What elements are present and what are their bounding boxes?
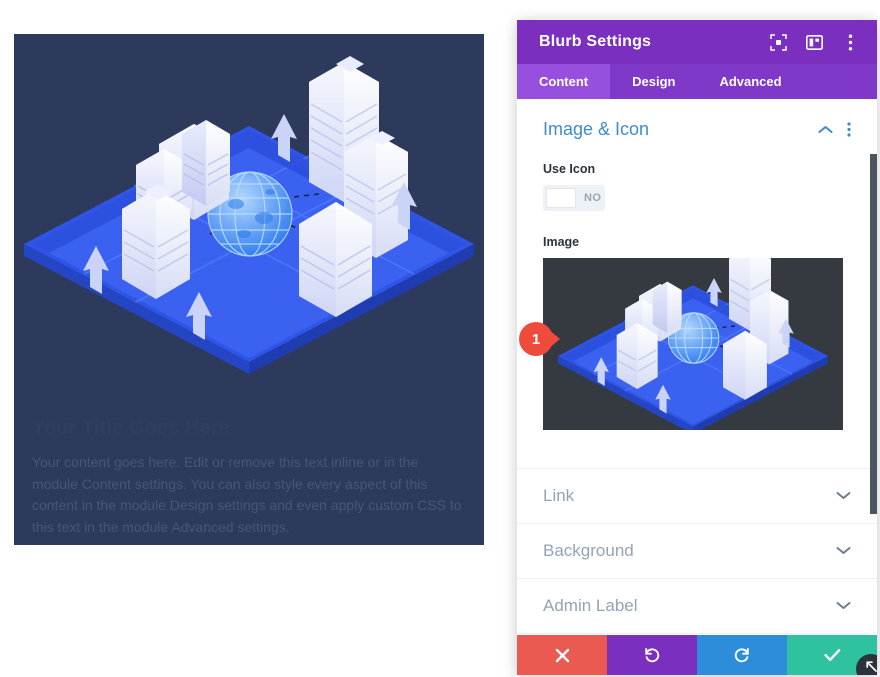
blurb-module-preview[interactable]: Your Title Goes Here Your content goes h…: [14, 34, 484, 545]
image-preview-thumbnail[interactable]: [543, 258, 843, 430]
close-icon: [555, 648, 570, 663]
tab-content[interactable]: Content: [517, 64, 611, 99]
field-image: Image: [543, 235, 851, 430]
step-marker-1: 1: [519, 322, 561, 356]
toggle-value: NO: [584, 192, 602, 204]
panel-footer: [517, 635, 877, 675]
redo-icon: [733, 646, 751, 664]
layout-icon[interactable]: [805, 33, 823, 51]
tab-advanced[interactable]: Advanced: [719, 74, 782, 89]
panel-title: Blurb Settings: [539, 33, 652, 50]
chevron-down-icon[interactable]: [836, 487, 851, 505]
more-vertical-icon[interactable]: [841, 33, 859, 51]
chevron-down-icon[interactable]: [836, 597, 851, 615]
undo-button[interactable]: [607, 635, 697, 675]
blurb-settings-modal: Blurb Settings: [517, 20, 877, 675]
blurb-image[interactable]: [14, 34, 484, 386]
section-background-label: Background: [543, 541, 634, 560]
panel-body: Image & Icon: [517, 99, 877, 635]
collapsed-sections: Link Background: [517, 468, 877, 634]
section-title: Image & Icon: [543, 119, 650, 139]
section-background[interactable]: Background: [517, 524, 877, 579]
focus-icon[interactable]: [769, 33, 787, 51]
resize-handle[interactable]: [856, 654, 877, 675]
cancel-button[interactable]: [517, 635, 607, 675]
check-icon: [823, 648, 841, 662]
section-link-label: Link: [543, 486, 575, 505]
section-admin-label-label: Admin Label: [543, 596, 638, 615]
section-header: Image & Icon: [543, 119, 851, 140]
blurb-text-block: Your Title Goes Here Your content goes h…: [14, 386, 484, 539]
undo-icon: [643, 646, 661, 664]
redo-button[interactable]: [697, 635, 787, 675]
use-icon-label: Use Icon: [543, 162, 596, 176]
section-link[interactable]: Link: [517, 469, 877, 524]
chevron-up-icon[interactable]: [818, 125, 833, 134]
section-image-and-icon: Image & Icon: [517, 99, 877, 430]
step-marker-number: 1: [531, 330, 541, 348]
use-icon-toggle[interactable]: NO: [543, 185, 605, 211]
tab-design[interactable]: Design: [632, 74, 676, 89]
section-admin-label[interactable]: Admin Label: [517, 579, 877, 634]
toggle-knob: [546, 188, 576, 208]
resize-diagonal-icon: [865, 660, 878, 675]
section-header-icons: [818, 122, 851, 137]
blurb-title: Your Title Goes Here: [32, 417, 230, 439]
blurb-body: Your content goes here. Edit or remove t…: [32, 454, 462, 536]
section-more-vertical-icon[interactable]: [847, 122, 851, 137]
chevron-down-icon[interactable]: [836, 542, 851, 560]
image-label: Image: [543, 235, 580, 249]
panel-header: Blurb Settings: [517, 20, 877, 64]
panel-scrollbar[interactable]: [870, 154, 877, 514]
panel-scroll-area: Image & Icon: [517, 99, 877, 635]
panel-tabs: Content Design Advanced: [517, 64, 877, 99]
field-use-icon: Use Icon NO: [543, 162, 851, 213]
panel-header-icons: [769, 33, 859, 51]
